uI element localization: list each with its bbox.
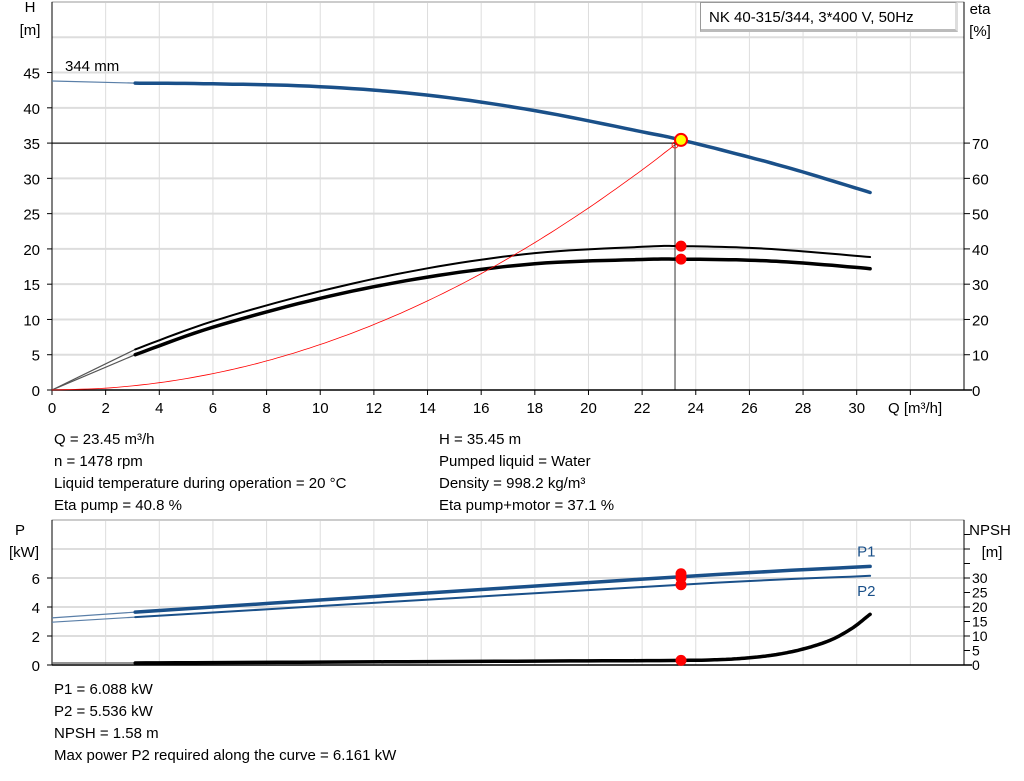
- series-NPSH-line: [133, 612, 872, 665]
- y-tick-label-right: 20: [972, 599, 988, 615]
- y-tick-label-right: 10: [972, 348, 989, 365]
- y-tick-label-right: 0: [972, 383, 980, 400]
- x-tick-label: 28: [795, 400, 812, 417]
- y-tick-label-left: 35: [23, 136, 40, 153]
- x-tick-label: 6: [209, 400, 217, 417]
- y-tick-label-left: 6: [32, 571, 40, 588]
- series-label-P2: P2: [857, 583, 875, 600]
- x-tick-label: 10: [312, 400, 329, 417]
- operating-point-npsh: [675, 654, 687, 666]
- curve-label: 344 mm: [65, 58, 119, 75]
- y-tick-label-right: 20: [972, 312, 989, 329]
- series-eta_pump_motor-line: [133, 257, 872, 357]
- y-tick-label-right: 30: [972, 570, 988, 586]
- x-tick-label: 14: [419, 400, 436, 417]
- y-axis-label-right: eta: [970, 1, 992, 18]
- info-pumped-liquid: Pumped liquid = Water: [439, 453, 591, 470]
- info-p2: P2 = 5.536 kW: [54, 703, 153, 720]
- y-tick-label-left: 15: [23, 277, 40, 294]
- x-tick-label: 12: [366, 400, 383, 417]
- y-tick-label-left: 2: [32, 629, 40, 646]
- info-eta-pump-motor: Eta pump+motor = 37.1 %: [439, 497, 615, 514]
- info-top-right: H = 35.45 m Pumped liquid = Water Densit…: [439, 429, 614, 517]
- y-tick-label-left: 25: [23, 207, 40, 224]
- info-top-left: Q = 23.45 m³/h n = 1478 rpm Liquid tempe…: [54, 429, 346, 517]
- y-tick-label-left: 5: [32, 348, 40, 365]
- series-label-P1: P1: [857, 543, 875, 560]
- y-tick-label-left: 30: [23, 171, 40, 188]
- info-bottom: P1 = 6.088 kW P2 = 5.536 kW NPSH = 1.58 …: [54, 679, 396, 767]
- x-tick-label: 18: [526, 400, 543, 417]
- y-tick-label-right: 0: [972, 657, 980, 673]
- series-eta_pump-line: [134, 244, 872, 351]
- operating-point-marker: [674, 132, 689, 147]
- y-tick-label-left: 10: [23, 312, 40, 329]
- x-tick-label: 16: [473, 400, 490, 417]
- info-liquid-temp: Liquid temperature during operation = 20…: [54, 475, 347, 492]
- y-axis-unit-left: [kW]: [9, 544, 39, 561]
- y-tick-label-right: 25: [972, 585, 988, 601]
- operating-point-p2: [675, 579, 687, 591]
- info-speed: n = 1478 rpm: [54, 453, 143, 470]
- y-axis-unit-left: [m]: [20, 22, 41, 39]
- x-tick-label: 2: [101, 400, 109, 417]
- series-H-line: [133, 81, 872, 195]
- y-tick-label-right: 60: [972, 171, 989, 188]
- series-P2-line: [134, 574, 872, 619]
- x-tick-label: 0: [48, 400, 56, 417]
- y-axis-label-left: H: [25, 0, 36, 16]
- info-npsh: NPSH = 1.58 m: [54, 725, 159, 742]
- x-tick-label: 30: [848, 400, 865, 417]
- y-axis-unit-right: [%]: [969, 23, 991, 40]
- y-tick-label-right: 70: [972, 136, 989, 153]
- x-tick-label: 20: [580, 400, 597, 417]
- info-density: Density = 998.2 kg/m³: [439, 475, 586, 492]
- y-tick-label-right: 10: [972, 628, 988, 644]
- series-eta_pump-extrapolated: [51, 348, 136, 391]
- y-tick-label-left: 0: [32, 658, 40, 675]
- x-tick-label: 26: [741, 400, 758, 417]
- series-P1-extrapolated: [51, 611, 136, 619]
- info-eta-pump: Eta pump = 40.8 %: [54, 497, 182, 514]
- y-tick-label-left: 4: [32, 600, 40, 617]
- series-P2-extrapolated: [51, 616, 136, 623]
- chart-title: NK 40-315/344, 3*400 V, 50Hz: [700, 2, 958, 32]
- info-flow: Q = 23.45 m³/h: [54, 431, 155, 448]
- info-head: H = 35.45 m: [439, 431, 522, 448]
- y-axis-label-left: P: [15, 522, 25, 539]
- operating-point-eta-pump: [675, 240, 687, 252]
- y-axis-unit-right: [m]: [982, 544, 1003, 561]
- x-tick-label: 22: [634, 400, 651, 417]
- y-tick-label-right: 5: [972, 643, 980, 659]
- y-tick-label-right: 50: [972, 207, 989, 224]
- series-P1-line: [133, 564, 872, 614]
- y-tick-label-left: 0: [32, 383, 40, 400]
- y-tick-label-right: 40: [972, 242, 989, 259]
- x-tick-label: 4: [155, 400, 163, 417]
- y-tick-label-left: 45: [23, 66, 40, 83]
- series-eta_pump_motor-extrapolated: [51, 354, 136, 391]
- y-axis-label-right: NPSH: [969, 522, 1011, 539]
- operating-point-eta-pump-motor: [675, 253, 687, 265]
- y-tick-label-left: 40: [23, 101, 40, 118]
- info-p1: P1 = 6.088 kW: [54, 681, 153, 698]
- x-tick-label: 8: [262, 400, 270, 417]
- y-tick-label-right: 15: [972, 614, 988, 630]
- series-system_curve-line: [51, 139, 682, 391]
- series-H-extrapolated: [51, 80, 136, 84]
- y-tick-label-left: 20: [23, 242, 40, 259]
- y-tick-label-right: 30: [972, 277, 989, 294]
- info-max-power: Max power P2 required along the curve = …: [54, 747, 397, 764]
- plot-frame: [51, 1, 965, 391]
- x-tick-label: 24: [687, 400, 704, 417]
- x-axis-label: Q [m³/h]: [888, 400, 942, 417]
